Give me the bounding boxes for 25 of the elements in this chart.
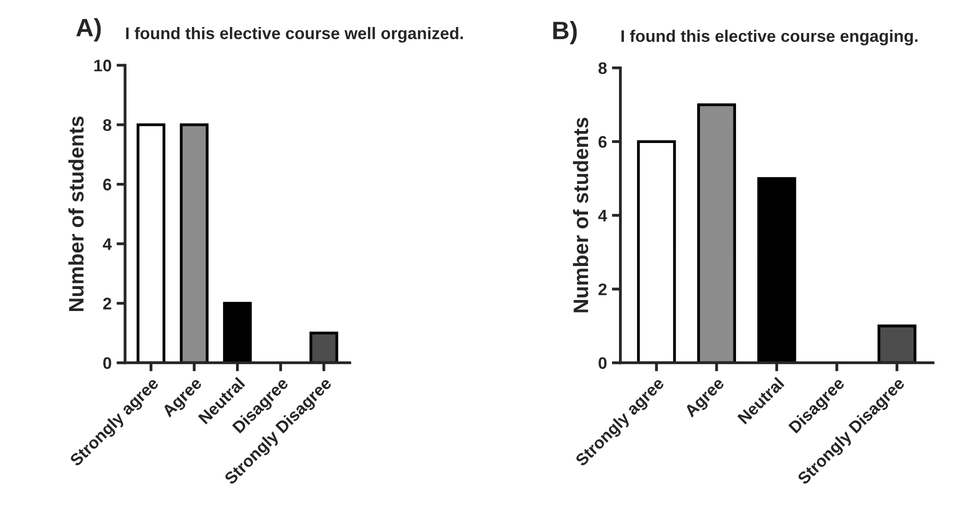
y-tick-label: 0: [103, 357, 112, 369]
y-tick-label: 0: [598, 357, 607, 369]
y-tick-label: 2: [598, 283, 607, 296]
text: B): [553, 20, 577, 44]
y-tick-label: 4: [102, 238, 112, 250]
y-axis-title: Number of students: [68, 116, 84, 312]
bar: [757, 177, 796, 363]
bar: [878, 324, 916, 363]
chart-title: I found this elective course well organized.: [126, 26, 463, 43]
y-tick-label: 2: [103, 298, 112, 310]
bar: [697, 103, 736, 363]
bar: [136, 123, 166, 363]
y-tick-label: 4: [598, 210, 608, 222]
y-axis-title: Number of students: [572, 118, 588, 312]
y-tick-label: 10: [94, 60, 112, 72]
bar: [180, 123, 209, 363]
bar: [223, 302, 252, 363]
y-tick-label: 6: [103, 178, 112, 190]
bar: [637, 140, 676, 363]
y-tick-label: 8: [598, 62, 607, 74]
bar: [309, 332, 338, 363]
chart-title: I found this elective course engaging.: [622, 30, 918, 46]
text: A): [76, 18, 101, 42]
y-tick-label: 8: [103, 119, 112, 131]
y-tick-label: 6: [598, 136, 607, 148]
